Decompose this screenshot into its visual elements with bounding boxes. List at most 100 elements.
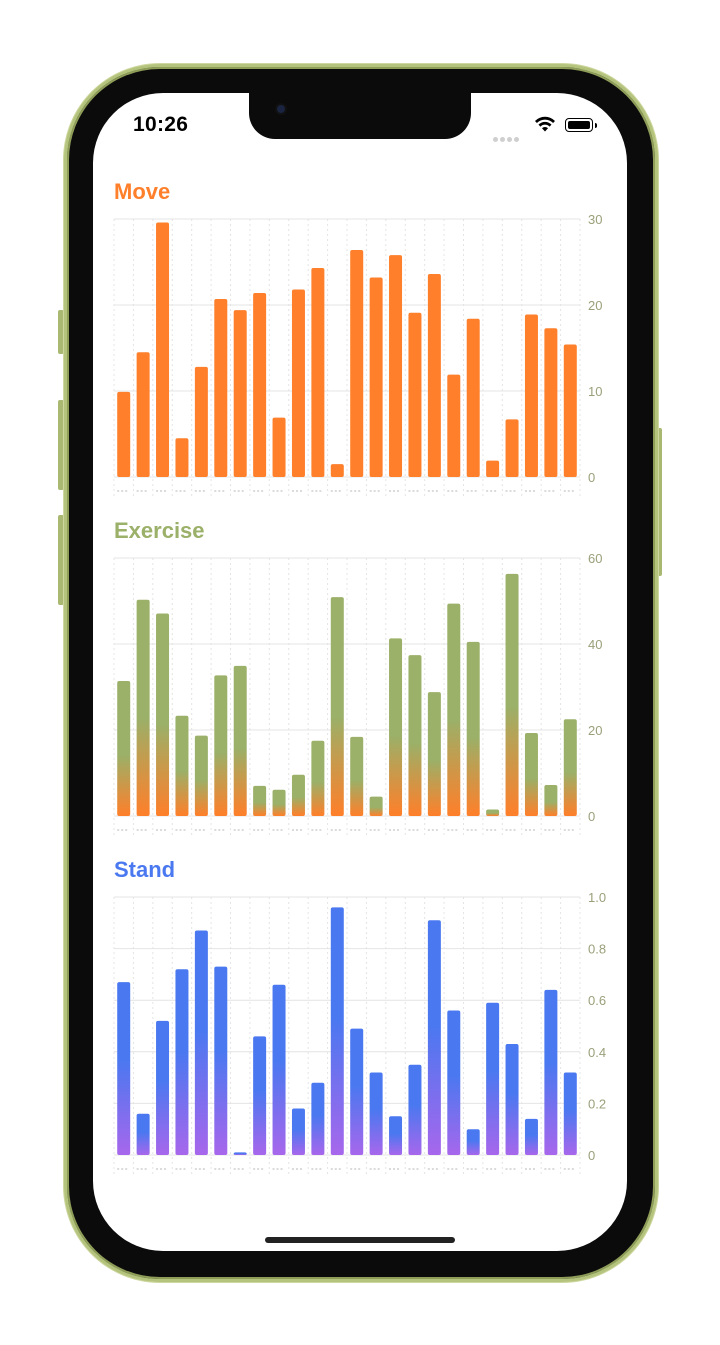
move-bar [272,417,286,477]
exercise-bar [447,603,461,816]
stand-title: Stand [114,857,176,882]
move-bar [175,438,189,477]
y-tick-label: 20 [588,298,602,313]
stand-bar [311,1082,325,1155]
stand-bar [544,989,558,1155]
stand-bar [350,1028,364,1155]
stand-bar [408,1064,422,1155]
move-bar [253,292,267,477]
move-bar [214,298,228,477]
exercise-chart: 0 20 40 60 [113,551,602,838]
stand-bar [117,982,131,1155]
exercise-bar [524,733,538,816]
stand-bar [214,966,228,1155]
exercise-bar [427,692,441,816]
exercise-bar [311,740,325,816]
status-icons [483,115,603,142]
move-bar [563,344,577,477]
move-bar [447,374,461,477]
move-bar [524,314,538,477]
exercise-bar [272,789,286,816]
y-tick-label: 30 [588,212,602,227]
exercise-bar [330,597,344,816]
volume-up-button [58,400,64,490]
move-bar [156,222,170,477]
stand-bar [427,920,441,1155]
move-bar [466,318,480,477]
volume-down-button [58,515,64,605]
stand-bar [486,1002,500,1155]
y-tick-label: 0.6 [588,993,606,1008]
exercise-bar [486,809,500,816]
move-chart: 0 10 20 30 [113,212,602,499]
move-bar [136,352,150,477]
exercise-bar [117,680,131,816]
battery-icon [565,118,597,132]
move-bar [233,310,247,477]
move-bar [389,255,403,477]
y-tick-label: 20 [588,723,602,738]
exercise-bar [544,785,558,816]
move-bar [369,277,383,477]
stand-bar [389,1116,403,1155]
exercise-bar [408,655,422,816]
move-bar [291,289,305,477]
stand-bar [156,1020,170,1155]
stand-bar [136,1113,150,1155]
move-bar [330,464,344,477]
move-bar [486,460,500,477]
exercise-bar [466,641,480,816]
stand-bar [272,984,286,1155]
stand-bar [505,1044,519,1155]
move-bar [311,268,325,477]
move-bar [194,366,208,477]
move-bar [544,328,558,477]
y-tick-label: 0.2 [588,1096,606,1111]
move-bar [117,391,131,477]
y-tick-label: 40 [588,637,602,652]
power-button [656,428,662,576]
status-time: 10:26 [133,113,189,136]
move-bar [505,419,519,477]
move-bar [408,312,422,477]
exercise-bar [369,796,383,816]
y-tick-label: 0 [588,809,595,824]
exercise-bar [136,599,150,816]
exercise-bar [175,715,189,816]
exercise-bar [253,785,267,816]
move-bar [427,274,441,477]
stand-bar [291,1108,305,1155]
stand-bar [369,1072,383,1155]
phone-screen: 10:26 Move Exercise Stand 0 10 20 30 0 20 40 6… [93,93,627,1251]
y-tick-label: 0.4 [588,1045,606,1060]
y-tick-label: 10 [588,384,602,399]
exercise-bar [214,675,228,816]
y-tick-label: 0.8 [588,942,606,957]
y-tick-label: 60 [588,551,602,566]
exercise-bar [563,719,577,816]
wifi-icon [535,116,555,132]
camera-icon [277,105,285,113]
exercise-bar [156,613,170,816]
y-tick-label: 0 [588,1148,595,1163]
exercise-bar [350,736,364,816]
stand-bar [330,907,344,1155]
exercise-bar [389,638,403,816]
y-tick-label: 0 [588,470,595,485]
exercise-bar [505,573,519,816]
stand-bar [524,1118,538,1155]
exercise-bar [233,665,247,816]
stand-bar [175,969,189,1155]
stand-bar [563,1072,577,1155]
silent-switch [58,310,64,354]
stand-chart: 0 0.2 0.4 0.6 0.8 1.0 [113,890,606,1177]
y-tick-label: 1.0 [588,890,606,905]
exercise-bar [291,774,305,816]
home-indicator[interactable] [265,1237,455,1243]
stand-bar [233,1152,247,1155]
stand-bar [253,1036,267,1155]
move-bar [350,249,364,477]
exercise-bar [194,735,208,816]
stand-bar [466,1129,480,1155]
exercise-title: Exercise [114,518,205,543]
